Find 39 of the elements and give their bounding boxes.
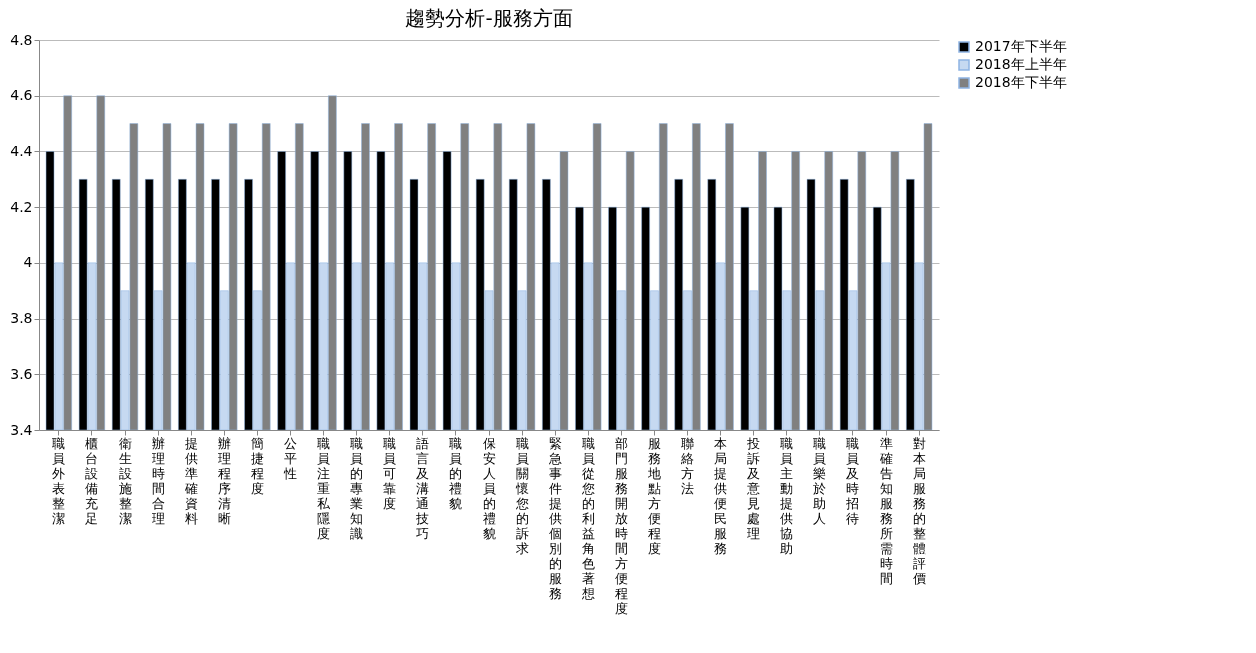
x-tick-label: 服務地點方便程度 — [646, 435, 661, 556]
y-tick-label: 4.6 — [10, 87, 33, 104]
x-tick-label: 職員關懷您的訴求 — [514, 435, 529, 556]
y-tick-label: 3.8 — [10, 310, 33, 327]
legend-label: 2017年下半年 — [975, 38, 1067, 54]
x-tick-label: 提供準確資料 — [183, 435, 198, 526]
x-tick-label: 職員的專業知識 — [350, 435, 364, 541]
x-tick-label: 辦理時間合理 — [151, 435, 165, 526]
x-tick-label: 投訴及意見處理 — [746, 435, 761, 541]
y-tick-label: 4 — [23, 254, 33, 271]
x-tick-label: 保安人員的禮貌 — [482, 435, 496, 541]
x-tick-label: 職員外表整潔 — [52, 435, 66, 526]
y-tick-label: 4.8 — [10, 31, 33, 48]
x-tick-label: 辦理程序清晰 — [217, 435, 231, 526]
y-tick-label: 4.4 — [10, 142, 33, 159]
category-label: 部門服務開放時間方便程度 — [614, 435, 628, 616]
legend-label: 2018年上半年 — [975, 56, 1067, 72]
x-tick-label: 職員主動提供協助 — [780, 435, 794, 556]
legend-label: 2018年下半年 — [975, 74, 1067, 90]
x-tick-label: 職員的禮貌 — [449, 435, 463, 511]
chart-title: 趨勢分析-服務方面 — [405, 6, 573, 30]
x-tick-label: 職員可靠度 — [383, 435, 397, 511]
x-tick-label: 聯絡方法 — [680, 435, 695, 496]
x-tick-label: 職員樂於助人 — [813, 435, 827, 526]
x-tick-label: 職員注重私隱度 — [317, 435, 332, 541]
x-tick-label: 職員及時招待 — [845, 435, 860, 526]
x-tick-label: 簡捷程度 — [250, 435, 264, 496]
category-label: 緊急事件提供個別的服務 — [548, 435, 562, 601]
category-label: 職員從您的利益角色著想 — [581, 435, 595, 601]
y-tick-label: 3.6 — [10, 365, 33, 382]
category-label: 準確告知服務所需時間 — [879, 435, 893, 586]
y-tick-label: 3.4 — [10, 421, 33, 438]
x-tick-label: 衛生設施整潔 — [118, 435, 132, 526]
category-label: 對本局服務的整體評價 — [912, 435, 926, 586]
x-tick-label: 語言及溝通技巧 — [415, 435, 430, 541]
x-tick-label: 公平性 — [282, 435, 297, 481]
x-tick-label: 櫃台設備充足 — [85, 435, 99, 526]
x-tick-label: 本局提供便民服務 — [714, 435, 728, 556]
y-tick-label: 4.2 — [10, 198, 33, 215]
